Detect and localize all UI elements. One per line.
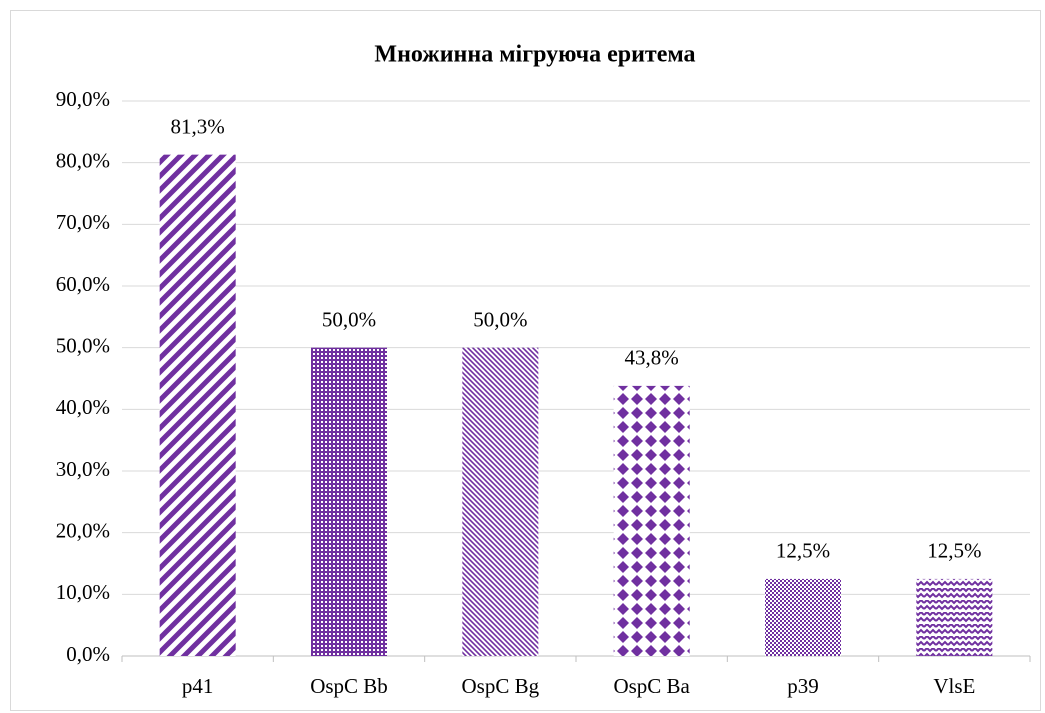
y-tick-label: 70,0% xyxy=(56,210,110,234)
y-tick-label: 90,0% xyxy=(56,87,110,111)
bar xyxy=(765,578,841,656)
data-label: 12,5% xyxy=(776,539,830,563)
x-tick-label: p41 xyxy=(182,674,214,698)
chart-title: Множинна мігруюча еритема xyxy=(374,42,695,68)
bar xyxy=(613,385,690,656)
y-tick-label: 80,0% xyxy=(56,148,110,172)
y-tick-label: 60,0% xyxy=(56,272,110,296)
x-tick-label: OspC Bg xyxy=(462,674,540,698)
y-tick-label: 10,0% xyxy=(56,580,110,604)
bar xyxy=(462,347,539,656)
y-tick-label: 50,0% xyxy=(56,333,110,357)
data-label: 50,0% xyxy=(473,307,527,331)
data-label: 12,5% xyxy=(927,539,981,563)
data-label: 43,8% xyxy=(625,346,679,370)
x-tick-label: OspC Ba xyxy=(613,674,690,698)
x-tick-label: VlsE xyxy=(933,674,975,698)
data-label: 50,0% xyxy=(322,307,376,331)
y-tick-label: 0,0% xyxy=(66,642,110,666)
bar xyxy=(159,154,236,656)
x-tick-label: OspC Bb xyxy=(310,674,388,698)
bar xyxy=(916,578,993,656)
bar xyxy=(311,347,387,656)
y-tick-label: 30,0% xyxy=(56,457,110,481)
data-label: 81,3% xyxy=(171,114,225,138)
y-tick-label: 20,0% xyxy=(56,518,110,542)
x-tick-label: p39 xyxy=(787,674,819,698)
y-tick-label: 40,0% xyxy=(56,395,110,419)
